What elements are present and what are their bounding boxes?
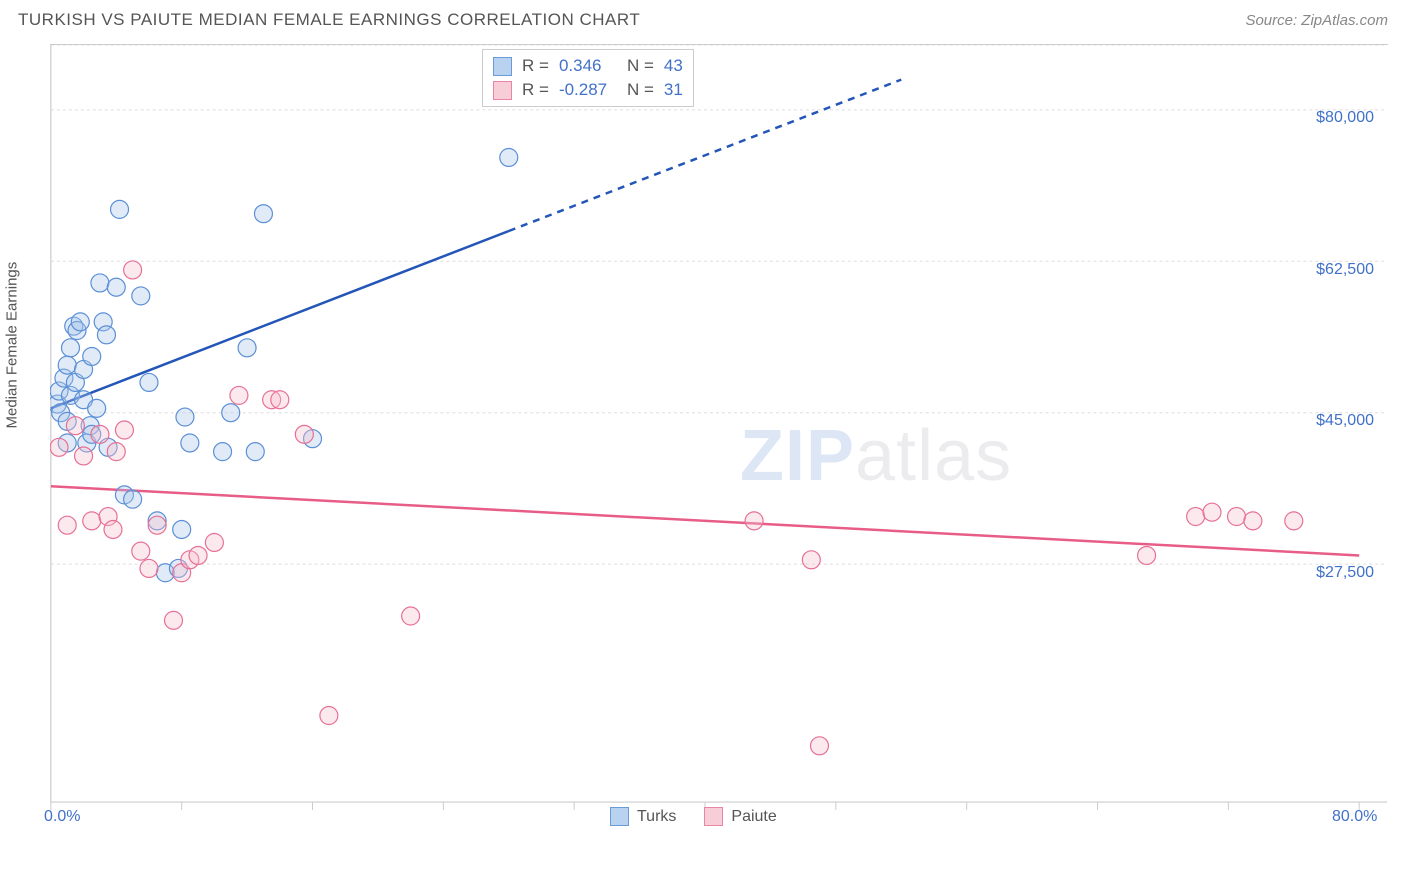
swatch-turks-icon bbox=[493, 57, 512, 76]
stat-r-turks: 0.346 bbox=[559, 54, 617, 78]
legend-label-paiute: Paiute bbox=[731, 808, 776, 826]
stat-r-label: R = bbox=[522, 78, 549, 102]
chart-title: TURKISH VS PAIUTE MEDIAN FEMALE EARNINGS… bbox=[18, 10, 640, 30]
swatch-paiute-icon bbox=[493, 81, 512, 100]
x-tick-label: 0.0% bbox=[44, 808, 80, 826]
stat-n-label: N = bbox=[627, 78, 654, 102]
legend-label-turks: Turks bbox=[637, 808, 676, 826]
y-axis-label: Median Female Earnings bbox=[4, 262, 21, 429]
chart-area: R = 0.346 N = 43 R = -0.287 N = 31 ZIPat… bbox=[50, 44, 1388, 832]
stat-r-label: R = bbox=[522, 54, 549, 78]
swatch-turks-icon bbox=[610, 807, 629, 826]
watermark-atlas: atlas bbox=[855, 416, 1012, 496]
legend-stats-row-paiute: R = -0.287 N = 31 bbox=[493, 78, 683, 102]
y-tick-label: $80,000 bbox=[1316, 109, 1374, 127]
legend-stats-box: R = 0.346 N = 43 R = -0.287 N = 31 bbox=[482, 49, 694, 107]
y-tick-label: $62,500 bbox=[1316, 261, 1374, 279]
scatter-plot bbox=[50, 45, 1388, 832]
stat-n-paiute: 31 bbox=[664, 78, 683, 102]
x-tick-label: 80.0% bbox=[1332, 808, 1377, 826]
legend-item-turks: Turks bbox=[610, 807, 676, 826]
legend-item-paiute: Paiute bbox=[704, 807, 776, 826]
stat-n-turks: 43 bbox=[664, 54, 683, 78]
watermark-zip: ZIP bbox=[740, 416, 855, 496]
stat-r-paiute: -0.287 bbox=[559, 78, 617, 102]
stat-n-label: N = bbox=[627, 54, 654, 78]
swatch-paiute-icon bbox=[704, 807, 723, 826]
y-tick-label: $45,000 bbox=[1316, 412, 1374, 430]
watermark: ZIPatlas bbox=[740, 415, 1012, 497]
header: TURKISH VS PAIUTE MEDIAN FEMALE EARNINGS… bbox=[0, 0, 1406, 38]
y-tick-label: $27,500 bbox=[1316, 564, 1374, 582]
source-label: Source: ZipAtlas.com bbox=[1245, 12, 1388, 29]
legend-stats-row-turks: R = 0.346 N = 43 bbox=[493, 54, 683, 78]
legend-bottom: Turks Paiute bbox=[610, 807, 777, 826]
